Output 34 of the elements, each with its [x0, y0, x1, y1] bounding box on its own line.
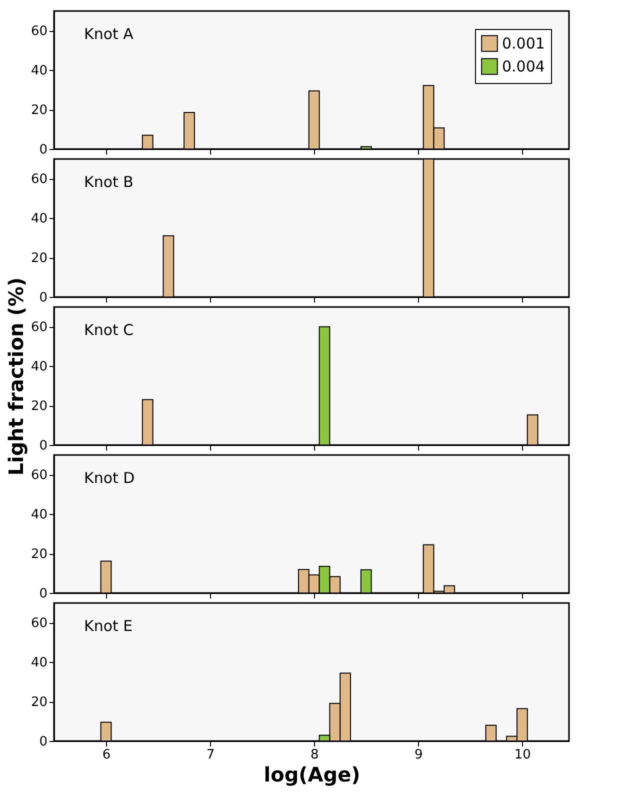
- y-tick-label: 20: [30, 251, 48, 266]
- annotation: Knot A: [84, 25, 134, 43]
- y-tick-label: 40: [30, 360, 48, 375]
- x-tick-label: 7: [206, 748, 215, 762]
- y-tick-label: 20: [30, 399, 48, 414]
- y-tick-label: 60: [30, 320, 48, 336]
- annotation: Knot D: [84, 469, 135, 487]
- y-tick-label: 60: [30, 24, 48, 40]
- x-tick-label: 10: [514, 748, 531, 762]
- y-tick-label: 40: [30, 656, 48, 671]
- y-tick-label: 40: [30, 508, 48, 523]
- x-tick-label: 9: [414, 748, 423, 762]
- y-tick-label: 0: [39, 734, 48, 750]
- legend-label: 0.001: [502, 34, 545, 52]
- legend-label: 0.004: [502, 58, 545, 76]
- x-tick-label: 8: [310, 748, 319, 762]
- annotation: Knot C: [84, 321, 134, 339]
- y-tick-label: 40: [30, 64, 48, 79]
- annotation: Knot E: [84, 617, 133, 635]
- y-tick-label: 0: [39, 142, 48, 158]
- y-axis-title: Light fraction (%): [4, 277, 28, 476]
- y-tick-label: 60: [30, 616, 48, 632]
- y-tick-label: 20: [30, 547, 48, 562]
- x-axis-title: log(Age): [264, 762, 360, 786]
- y-tick-label: 20: [30, 695, 48, 710]
- y-tick-label: 60: [30, 172, 48, 188]
- x-tick-label: 6: [102, 748, 111, 762]
- y-tick-label: 0: [39, 438, 48, 454]
- y-tick-label: 60: [30, 468, 48, 484]
- y-tick-label: 0: [39, 586, 48, 602]
- y-tick-label: 40: [30, 212, 48, 227]
- y-tick-label: 20: [30, 103, 48, 118]
- y-tick-label: 0: [39, 290, 48, 306]
- annotation: Knot B: [84, 173, 134, 191]
